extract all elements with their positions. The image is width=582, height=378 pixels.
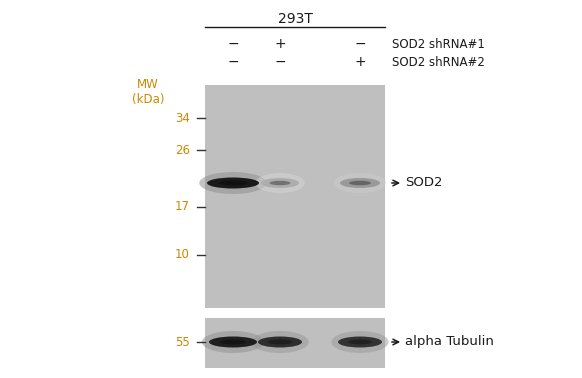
Text: +: +	[274, 37, 286, 51]
Ellipse shape	[348, 339, 372, 344]
Ellipse shape	[338, 336, 382, 347]
Ellipse shape	[334, 173, 386, 193]
Ellipse shape	[207, 178, 259, 189]
Ellipse shape	[340, 178, 380, 188]
Text: 34: 34	[175, 112, 190, 124]
Text: 17: 17	[175, 200, 190, 214]
Text: SOD2: SOD2	[405, 177, 442, 189]
Text: 10: 10	[175, 248, 190, 262]
Ellipse shape	[202, 331, 264, 353]
Text: −: −	[354, 37, 366, 51]
Text: −: −	[274, 55, 286, 69]
Text: 55: 55	[175, 336, 190, 349]
Ellipse shape	[331, 331, 389, 353]
Text: SOD2 shRNA#1: SOD2 shRNA#1	[392, 37, 485, 51]
Text: MW
(kDa): MW (kDa)	[132, 78, 164, 106]
Text: alpha Tubulin: alpha Tubulin	[405, 336, 494, 349]
Ellipse shape	[251, 331, 308, 353]
Bar	[205, 318, 385, 368]
Text: −: −	[227, 37, 239, 51]
Text: 26: 26	[175, 144, 190, 156]
Ellipse shape	[209, 336, 257, 347]
Ellipse shape	[268, 339, 292, 344]
Ellipse shape	[220, 339, 246, 344]
Ellipse shape	[349, 181, 371, 185]
Ellipse shape	[219, 181, 247, 186]
Ellipse shape	[258, 336, 302, 347]
Ellipse shape	[199, 172, 267, 194]
Bar	[205, 85, 385, 308]
Text: −: −	[227, 55, 239, 69]
Text: 293T: 293T	[278, 12, 313, 26]
Text: SOD2 shRNA#2: SOD2 shRNA#2	[392, 56, 485, 68]
Ellipse shape	[261, 178, 299, 188]
Text: +: +	[354, 55, 366, 69]
Ellipse shape	[269, 181, 290, 185]
Ellipse shape	[255, 173, 305, 193]
